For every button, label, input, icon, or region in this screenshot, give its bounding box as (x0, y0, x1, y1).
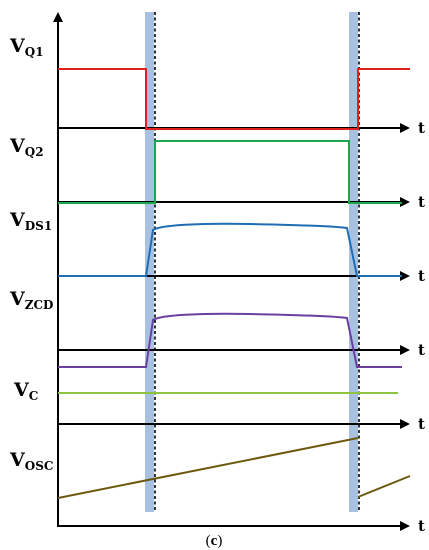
transition-band-1 (145, 12, 154, 512)
label-vq2: VQ2 (9, 135, 44, 159)
time-axis-label-1: t (418, 119, 425, 137)
time-axis-label-3: t (418, 267, 425, 285)
label-vosc: VOSC (9, 449, 53, 473)
waveform-vq2 (58, 140, 402, 204)
label-vq1: VQ1 (9, 35, 44, 59)
label-vc: VC (13, 379, 38, 403)
label-vds1: VDS1 (9, 209, 52, 233)
waveform-vosc (57, 437, 411, 499)
time-axis-label-4: t (418, 341, 425, 359)
waveform-vzcd (58, 312, 402, 368)
time-axis-label-5: t (418, 415, 425, 433)
waveform-vq1 (58, 68, 410, 130)
waveform-vds1 (58, 222, 402, 277)
label-vzcd: VZCD (9, 288, 53, 312)
time-axis-label-2: t (418, 193, 425, 211)
time-axis-label-6: t (418, 517, 425, 535)
figure-caption: (c) (206, 533, 223, 549)
